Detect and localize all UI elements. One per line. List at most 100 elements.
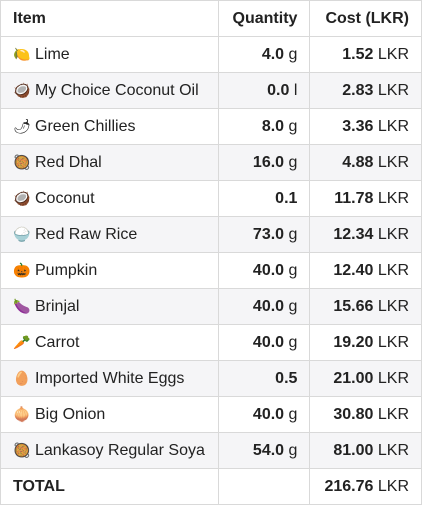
quantity-value: 73.0 bbox=[252, 225, 285, 243]
cost-value: 81.00 bbox=[333, 441, 374, 459]
onion-icon: 🧅 bbox=[13, 406, 31, 423]
item-name: Carrot bbox=[35, 333, 80, 351]
pumpkin-icon: 🎃 bbox=[13, 262, 31, 279]
item-name: Imported White Eggs bbox=[35, 369, 185, 387]
total-cost-unit: LKR bbox=[377, 477, 409, 495]
table-row: 🍋 Lime 4.0 g 1.52 LKR bbox=[0, 36, 422, 73]
quantity-unit: l bbox=[293, 81, 298, 99]
cost-cell: 12.40 LKR bbox=[309, 252, 422, 289]
item-name: Big Onion bbox=[35, 405, 106, 423]
total-cost-value: 216.76 bbox=[324, 477, 374, 495]
cost-unit: LKR bbox=[377, 369, 409, 387]
quantity-value: 8.0 bbox=[261, 117, 285, 135]
cost-cell: 15.66 LKR bbox=[309, 288, 422, 325]
cost-value: 3.36 bbox=[342, 117, 374, 135]
cost-cell: 1.52 LKR bbox=[309, 36, 422, 73]
quantity-unit: g bbox=[288, 225, 298, 243]
cost-value: 1.52 bbox=[342, 45, 374, 63]
cost-unit: LKR bbox=[377, 261, 409, 279]
quantity-value: 4.0 bbox=[261, 45, 285, 63]
item-name: Lankasoy Regular Soya bbox=[35, 441, 205, 459]
cost-unit: LKR bbox=[377, 405, 409, 423]
egg-icon: 🥚 bbox=[13, 370, 31, 387]
quantity-value: 40.0 bbox=[252, 261, 285, 279]
item-cell: 🍆 Brinjal bbox=[0, 288, 219, 325]
cost-value: 4.88 bbox=[342, 153, 374, 171]
quantity-cell: 73.0 g bbox=[217, 216, 311, 253]
quantity-unit: g bbox=[288, 153, 298, 171]
total-row: TOTAL 216.76 LKR bbox=[0, 468, 422, 505]
table-row: 🧅 Big Onion 40.0 g 30.80 LKR bbox=[0, 396, 422, 433]
quantity-cell: 0.5 bbox=[217, 360, 311, 397]
table-body: 🍋 Lime 4.0 g 1.52 LKR 🥥 My Choice Coconut Oil… bbox=[0, 36, 422, 469]
cost-value: 19.20 bbox=[333, 333, 374, 351]
cost-unit: LKR bbox=[377, 189, 409, 207]
item-cell: 🧅 Big Onion bbox=[0, 396, 219, 433]
item-name: Green Chillies bbox=[35, 117, 136, 135]
item-cell: 🎃 Pumpkin bbox=[0, 252, 219, 289]
coconut-icon: 🥥 bbox=[13, 82, 31, 99]
quantity-cell: 40.0 g bbox=[217, 324, 311, 361]
cost-value: 12.34 bbox=[333, 225, 374, 243]
table-row: 🥘 Lankasoy Regular Soya 54.0 g 81.00 LKR bbox=[0, 432, 422, 469]
cost-cell: 19.20 LKR bbox=[309, 324, 422, 361]
quantity-value: 0.5 bbox=[275, 369, 298, 387]
cost-cell: 2.83 LKR bbox=[309, 72, 422, 109]
quantity-value: 40.0 bbox=[252, 405, 285, 423]
cost-value: 21.00 bbox=[333, 369, 374, 387]
lime-icon: 🍋 bbox=[13, 46, 31, 63]
table-row: 🍆 Brinjal 40.0 g 15.66 LKR bbox=[0, 288, 422, 325]
column-header-cost: Cost (LKR) bbox=[309, 0, 422, 37]
item-cell: 🍋 Lime bbox=[0, 36, 219, 73]
table-row: 🥚 Imported White Eggs 0.5 21.00 LKR bbox=[0, 360, 422, 397]
table-row: 🥥 My Choice Coconut Oil 0.0 l 2.83 LKR bbox=[0, 72, 422, 109]
chili-icon: 🌶 bbox=[13, 118, 31, 135]
item-cell: 🥚 Imported White Eggs bbox=[0, 360, 219, 397]
cost-cell: 21.00 LKR bbox=[309, 360, 422, 397]
cost-unit: LKR bbox=[377, 153, 409, 171]
table-row: 🥥 Coconut 0.1 11.78 LKR bbox=[0, 180, 422, 217]
item-name: Red Raw Rice bbox=[35, 225, 138, 243]
quantity-cell: 54.0 g bbox=[217, 432, 311, 469]
quantity-cell: 40.0 g bbox=[217, 396, 311, 433]
cost-unit: LKR bbox=[377, 225, 409, 243]
quantity-cell: 0.0 l bbox=[217, 72, 311, 109]
cost-value: 30.80 bbox=[333, 405, 374, 423]
table-row: 🎃 Pumpkin 40.0 g 12.40 LKR bbox=[0, 252, 422, 289]
quantity-cell: 40.0 g bbox=[217, 252, 311, 289]
quantity-unit: g bbox=[288, 441, 298, 459]
column-header-quantity: Quantity bbox=[217, 0, 311, 37]
cost-cell: 81.00 LKR bbox=[309, 432, 422, 469]
quantity-unit: g bbox=[288, 297, 298, 315]
item-cell: 🥘 Red Dhal bbox=[0, 144, 219, 181]
quantity-value: 0.0 bbox=[267, 81, 290, 99]
total-label: TOTAL bbox=[0, 468, 219, 505]
quantity-value: 40.0 bbox=[252, 333, 285, 351]
cost-value: 12.40 bbox=[333, 261, 374, 279]
quantity-cell: 4.0 g bbox=[217, 36, 311, 73]
quantity-value: 0.1 bbox=[275, 189, 298, 207]
cost-unit: LKR bbox=[377, 297, 409, 315]
quantity-value: 16.0 bbox=[252, 153, 285, 171]
cost-value: 11.78 bbox=[334, 189, 374, 207]
item-cell: 🥘 Lankasoy Regular Soya bbox=[0, 432, 219, 469]
cost-cell: 11.78 LKR bbox=[309, 180, 422, 217]
cost-unit: LKR bbox=[377, 81, 409, 99]
bowl-icon: 🥘 bbox=[13, 154, 31, 171]
item-name: Coconut bbox=[35, 189, 95, 207]
coconut-icon: 🥥 bbox=[13, 190, 31, 207]
quantity-unit: g bbox=[288, 405, 298, 423]
item-cell: 🌶 Green Chillies bbox=[0, 108, 219, 145]
item-name: Red Dhal bbox=[35, 153, 102, 171]
ingredient-cost-table: Item Quantity Cost (LKR) 🍋 Lime 4.0 g 1.52 … bbox=[0, 0, 422, 505]
carrot-icon: 🥕 bbox=[13, 334, 31, 351]
column-header-item: Item bbox=[0, 0, 219, 37]
cost-unit: LKR bbox=[377, 333, 409, 351]
quantity-unit: g bbox=[288, 117, 298, 135]
item-name: My Choice Coconut Oil bbox=[35, 81, 199, 99]
cost-unit: LKR bbox=[377, 117, 409, 135]
table-row: 🌶 Green Chillies 8.0 g 3.36 LKR bbox=[0, 108, 422, 145]
quantity-unit: g bbox=[288, 261, 298, 279]
header-row: Item Quantity Cost (LKR) bbox=[0, 0, 422, 37]
cost-unit: LKR bbox=[377, 441, 409, 459]
